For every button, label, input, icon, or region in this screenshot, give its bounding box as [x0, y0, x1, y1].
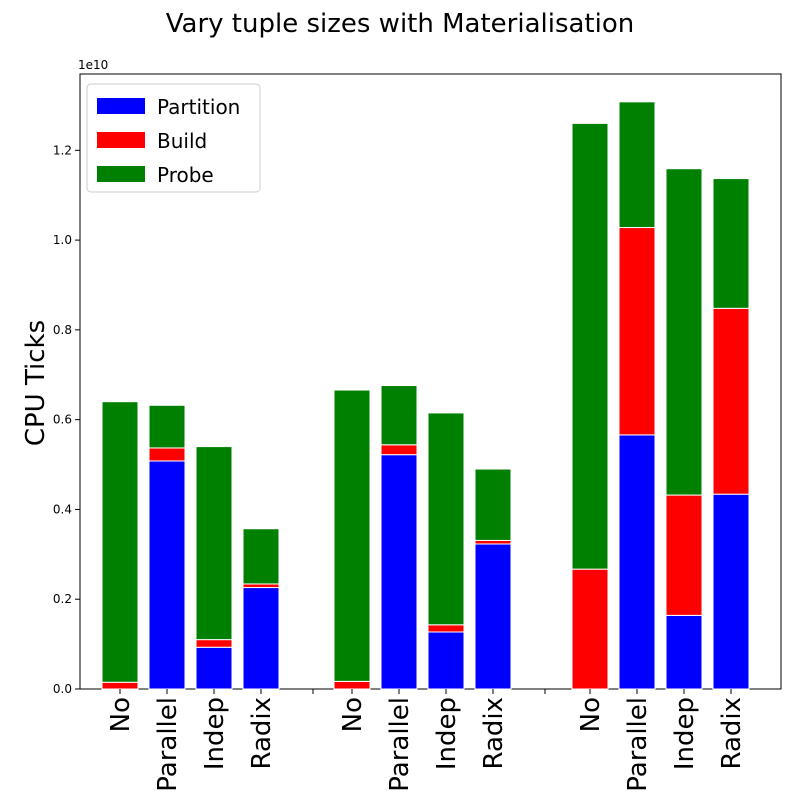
x-tick-label: Parallel [623, 697, 653, 792]
legend-label: Build [157, 129, 207, 153]
x-tick-label: Radix [479, 697, 509, 770]
legend: Partition Build Probe [86, 83, 261, 193]
y-tick-label: 1.0 [53, 233, 72, 247]
bar-segment-build [242, 583, 280, 589]
x-tick-label: No [576, 697, 606, 732]
legend-swatch-probe [97, 166, 145, 182]
y-offset-label: 1e10 [78, 58, 108, 72]
bar-segment-partition [474, 543, 512, 690]
bar-segment-probe [195, 446, 233, 641]
x-tick-label: Indep [200, 697, 230, 770]
bar-segment-probe [427, 412, 465, 626]
bar-segment-partition [148, 460, 186, 690]
bar-segment-build [618, 227, 656, 436]
x-tick-label: No [106, 697, 136, 732]
chart-title: Vary tuple sizes with Materialisation [166, 9, 634, 39]
bar-segment-partition [195, 646, 233, 690]
y-axis-label: CPU Ticks [21, 320, 51, 446]
legend-label: Probe [157, 163, 214, 187]
x-tick-label: Indep [432, 697, 462, 770]
bar-segment-probe [380, 385, 418, 446]
bar-segment-partition [712, 493, 750, 690]
x-tick-label: Parallel [153, 697, 183, 792]
bar-segment-build [665, 494, 703, 616]
bar-segment-probe [712, 178, 750, 309]
bar-segment-partition [665, 614, 703, 690]
bar-segment-probe [665, 168, 703, 496]
bar-segment-probe [571, 122, 609, 570]
y-tick-label: 1.2 [53, 143, 72, 157]
bar-segment-probe [101, 401, 139, 683]
bar-segment-build [333, 680, 371, 690]
y-tick-label: 0.0 [53, 682, 72, 696]
bar-segment-probe [474, 468, 512, 541]
y-tick-label: 0.2 [53, 592, 72, 606]
bar-segment-build [712, 307, 750, 495]
bar-segment-build [427, 624, 465, 633]
bar-segment-partition [242, 587, 280, 690]
bar-segment-build [380, 444, 418, 456]
x-tick-label: Radix [247, 697, 277, 770]
bar-segment-probe [333, 389, 371, 682]
bar-segment-build [148, 447, 186, 462]
bar-segment-build [101, 681, 139, 690]
y-tick-label: 0.8 [53, 323, 72, 337]
bar-segment-build [474, 539, 512, 545]
y-tick-label: 0.4 [53, 502, 72, 516]
bar-segment-partition [427, 631, 465, 690]
legend-swatch-build [97, 132, 145, 148]
x-tick-label: Indep [670, 697, 700, 770]
bar-segment-build [195, 639, 233, 648]
x-tick-label: Radix [717, 697, 747, 770]
bar-segment-probe [148, 404, 186, 449]
y-tick-label: 0.6 [53, 413, 72, 427]
bar-segment-build [571, 568, 609, 690]
bar-segment-probe [242, 528, 280, 585]
x-tick-label: Parallel [385, 697, 415, 792]
legend-swatch-partition [97, 98, 145, 114]
plot-area: 0.0 0.2 0.4 0.6 0.8 1.0 1.2 No Parallel Indep Radi… [53, 73, 782, 792]
bar-segment-probe [618, 101, 656, 229]
bar-segment-partition [380, 454, 418, 690]
bar-segment-partition [618, 434, 656, 690]
legend-label: Partition [157, 95, 240, 119]
x-tick-label: No [338, 697, 368, 732]
